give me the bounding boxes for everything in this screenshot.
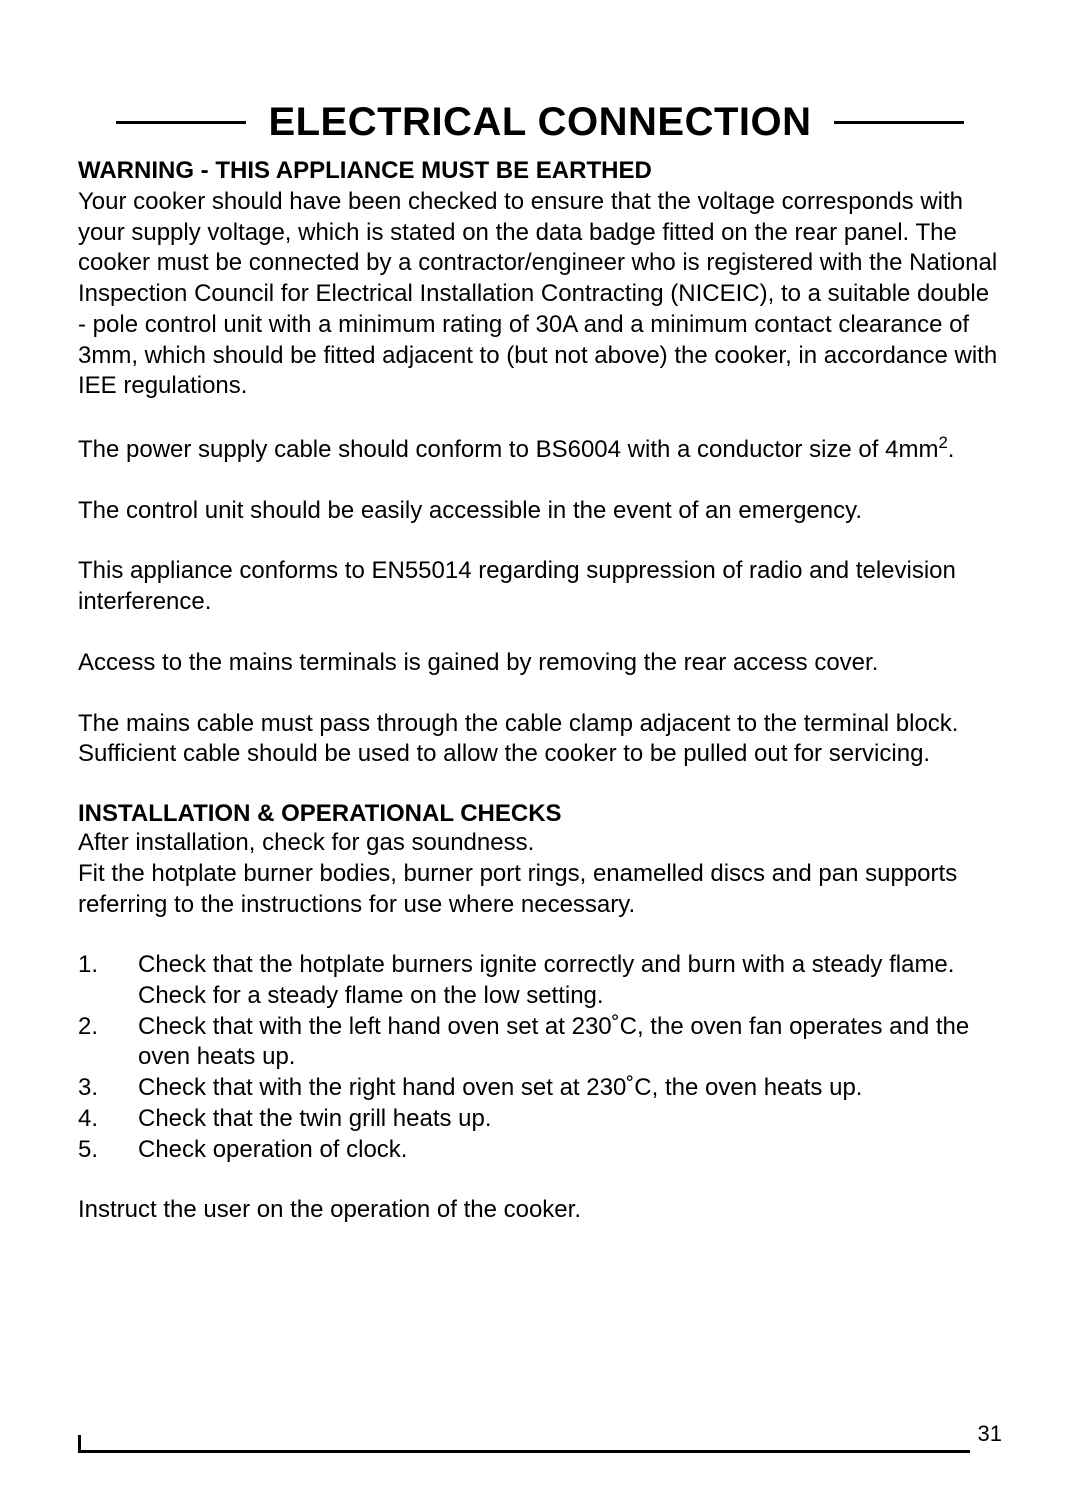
paragraph-3: The control unit should be easily access…	[78, 496, 1002, 527]
check-item-3: 3. Check that with the right hand oven s…	[78, 1073, 1002, 1104]
check-item-4: 4. Check that the twin grill heats up.	[78, 1104, 1002, 1135]
check-item-1: 1. Check that the hotplate burners ignit…	[78, 950, 1002, 1011]
title-rule-left	[116, 121, 246, 124]
title-row: ELECTRICAL CONNECTION	[78, 100, 1002, 145]
final-text: Instruct the user on the operation of th…	[78, 1195, 1002, 1226]
check-text-1: Check that the hotplate burners ignite c…	[138, 950, 1002, 1011]
check-num-4: 4.	[78, 1104, 138, 1135]
warning-heading: WARNING - THIS APPLIANCE MUST BE EARTHED	[78, 157, 1002, 185]
check-text-5: Check operation of clock.	[138, 1135, 1002, 1166]
check-num-1: 1.	[78, 950, 138, 1011]
checks-heading: INSTALLATION & OPERATIONAL CHECKS	[78, 800, 1002, 828]
paragraph-2-sup: 2	[938, 433, 947, 452]
check-list: 1. Check that the hotplate burners ignit…	[78, 950, 1002, 1165]
checks-intro: After installation, check for gas soundn…	[78, 828, 1002, 920]
paragraph-4: This appliance conforms to EN55014 regar…	[78, 556, 1002, 617]
paragraph-2-post: .	[948, 436, 955, 463]
page-container: ELECTRICAL CONNECTION WARNING - THIS APP…	[0, 0, 1080, 1286]
footer: 31	[78, 1421, 1002, 1453]
check-item-5: 5. Check operation of clock.	[78, 1135, 1002, 1166]
page-title: ELECTRICAL CONNECTION	[246, 100, 833, 145]
paragraph-6: The mains cable must pass through the ca…	[78, 709, 1002, 770]
checks-intro-text: After installation, check for gas soundn…	[78, 829, 957, 917]
check-text-3: Check that with the right hand oven set …	[138, 1073, 1002, 1104]
check-text-4: Check that the twin grill heats up.	[138, 1104, 1002, 1135]
paragraph-1: Your cooker should have been checked to …	[78, 187, 1002, 402]
paragraph-5: Access to the mains terminals is gained …	[78, 648, 1002, 679]
footer-rule	[81, 1450, 970, 1453]
footer-line: 31	[78, 1421, 1002, 1453]
check-num-2: 2.	[78, 1012, 138, 1073]
check-num-3: 3.	[78, 1073, 138, 1104]
page-number: 31	[978, 1421, 1002, 1447]
check-num-5: 5.	[78, 1135, 138, 1166]
title-rule-right	[834, 121, 964, 124]
check-text-2: Check that with the left hand oven set a…	[138, 1012, 1002, 1073]
check-item-2: 2. Check that with the left hand oven se…	[78, 1012, 1002, 1073]
paragraph-2-pre: The power supply cable should conform to…	[78, 436, 938, 463]
paragraph-2: The power supply cable should conform to…	[78, 432, 1002, 466]
